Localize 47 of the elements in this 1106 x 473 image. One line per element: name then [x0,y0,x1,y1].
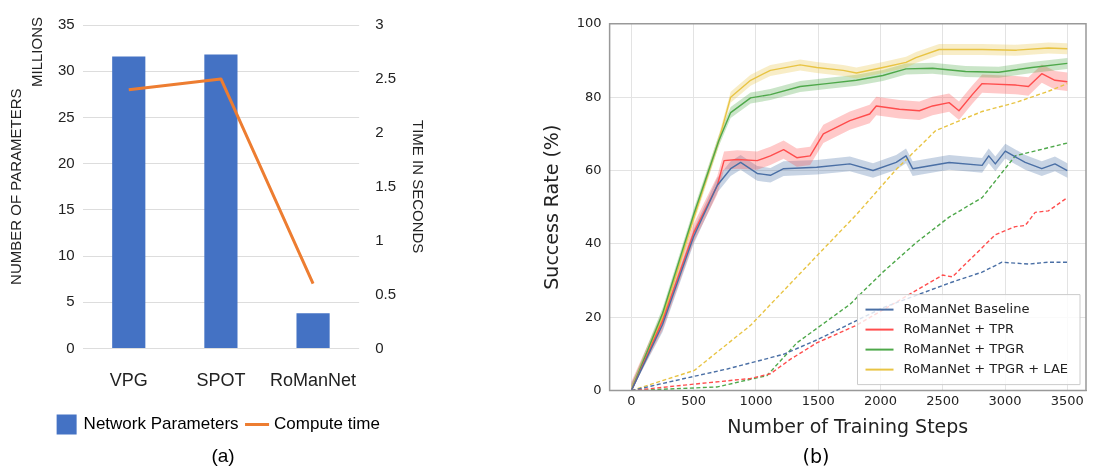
y2-tick-label: 2.5 [375,69,397,87]
y-tick-label: 40 [585,235,602,251]
y-tick-label: 15 [58,199,75,217]
y2-tick-label: 1.5 [375,176,397,194]
y-tick-label: 10 [58,246,75,264]
y2-axis-title: TIME IN SECONDS [409,120,427,254]
y2-tick-label: 3 [375,15,384,33]
y-tick-label: 35 [58,15,75,33]
legend-label: Network Parameters [83,414,239,434]
y-tick-label: 0 [66,338,75,356]
y-tick-label: 60 [585,161,602,177]
x-tick-label: RoManNet [270,370,357,391]
text: (a) [210,445,236,467]
legend-label: Compute time [274,414,380,434]
y-tick-label: 20 [585,308,602,324]
x-tick-label: 1000 [739,392,773,408]
y2-tick-label: 0 [375,338,384,356]
y-axis-title: NUMBER OF PARAMETERS [7,88,25,285]
y-tick-label: 100 [576,15,602,31]
x-axis-title: Number of Training Steps [727,414,969,437]
y-tick-label: 30 [58,61,75,79]
y2-tick-label: 0.5 [375,284,397,302]
y-tick-label: 25 [58,107,75,125]
x-tick-label: VPG [109,370,148,391]
legend-label: RoManNet + TPR [903,320,1015,336]
x-tick-label: 2500 [926,392,960,408]
y-tick-label: 20 [58,153,75,171]
bar [296,313,330,348]
legend-label: RoManNet + TPGR [903,340,1025,356]
y-axis-title: Success Rate (%) [540,124,563,290]
text: (b) [801,445,831,467]
legend-label: RoManNet + TPGR + LAE [903,360,1069,376]
x-tick-label: 1500 [801,392,835,408]
x-tick-label: 0 [627,392,636,408]
x-tick-label: 500 [681,392,707,408]
legend-label: RoManNet Baseline [903,300,1030,316]
bar [204,54,238,348]
x-tick-label: 3500 [1050,392,1084,408]
bar [112,56,146,348]
y-tick-label: 80 [585,88,602,104]
text: MILLIONS [27,17,45,88]
y2-tick-label: 2 [375,122,384,140]
x-tick-label: 2000 [863,392,898,408]
x-tick-label: 3000 [988,392,1022,408]
y2-tick-label: 1 [375,230,384,248]
x-tick-label: SPOT [196,370,246,391]
y-tick-label: 5 [66,292,75,310]
